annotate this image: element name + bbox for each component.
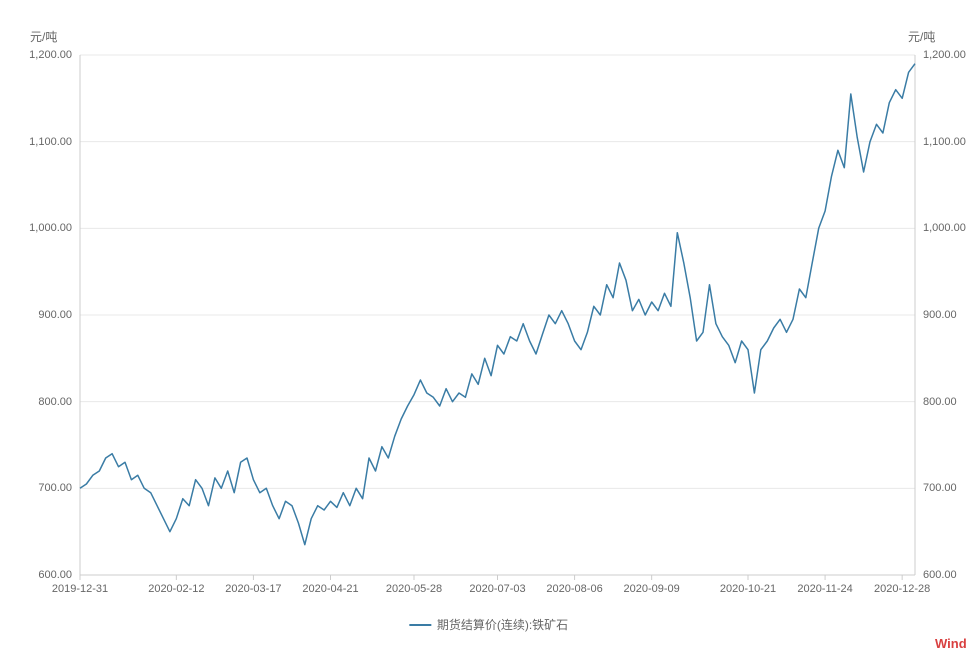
y-tick-label-left: 900.00	[22, 309, 72, 321]
x-tick-label: 2020-05-28	[386, 583, 442, 595]
x-tick-label: 2020-07-03	[469, 583, 525, 595]
x-tick-label: 2020-11-24	[797, 583, 852, 595]
y-tick-label-left: 1,200.00	[22, 49, 72, 61]
y-tick-label-right: 600.00	[923, 569, 977, 581]
legend-line-icon	[409, 624, 431, 626]
y-tick-label-right: 900.00	[923, 309, 977, 321]
x-tick-label: 2020-12-28	[874, 583, 930, 595]
x-tick-label: 2019-12-31	[52, 583, 108, 595]
plot-area	[0, 0, 977, 654]
x-tick-label: 2020-02-12	[148, 583, 204, 595]
x-tick-label: 2020-08-06	[546, 583, 602, 595]
y-tick-label-left: 800.00	[22, 396, 72, 408]
x-tick-label: 2020-10-21	[720, 583, 776, 595]
y-tick-label-right: 800.00	[923, 396, 977, 408]
watermark: Wind	[935, 636, 967, 651]
y-tick-label-left: 600.00	[22, 569, 72, 581]
x-tick-label: 2020-03-17	[225, 583, 281, 595]
x-tick-label: 2020-04-21	[302, 583, 358, 595]
y-tick-label-left: 1,100.00	[22, 136, 72, 148]
y-tick-label-right: 700.00	[923, 482, 977, 494]
x-tick-label: 2020-09-09	[624, 583, 680, 595]
y-tick-label-left: 1,000.00	[22, 222, 72, 234]
legend-label: 期货结算价(连续):铁矿石	[437, 616, 568, 633]
y-tick-label-left: 700.00	[22, 482, 72, 494]
y-tick-label-right: 1,200.00	[923, 49, 977, 61]
y-tick-label-right: 1,100.00	[923, 136, 977, 148]
iron-ore-price-chart: 元/吨 元/吨 期货结算价(连续):铁矿石 Wind 600.00600.007…	[0, 0, 977, 654]
legend: 期货结算价(连续):铁矿石	[409, 616, 568, 633]
y-tick-label-right: 1,000.00	[923, 222, 977, 234]
